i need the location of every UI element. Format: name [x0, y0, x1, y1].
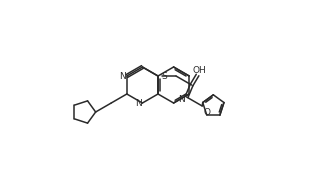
- Text: N: N: [120, 71, 126, 80]
- Text: O: O: [203, 108, 210, 117]
- Text: OH: OH: [193, 66, 206, 74]
- Text: N: N: [135, 99, 142, 108]
- Text: N: N: [178, 95, 185, 104]
- Text: S: S: [161, 71, 167, 80]
